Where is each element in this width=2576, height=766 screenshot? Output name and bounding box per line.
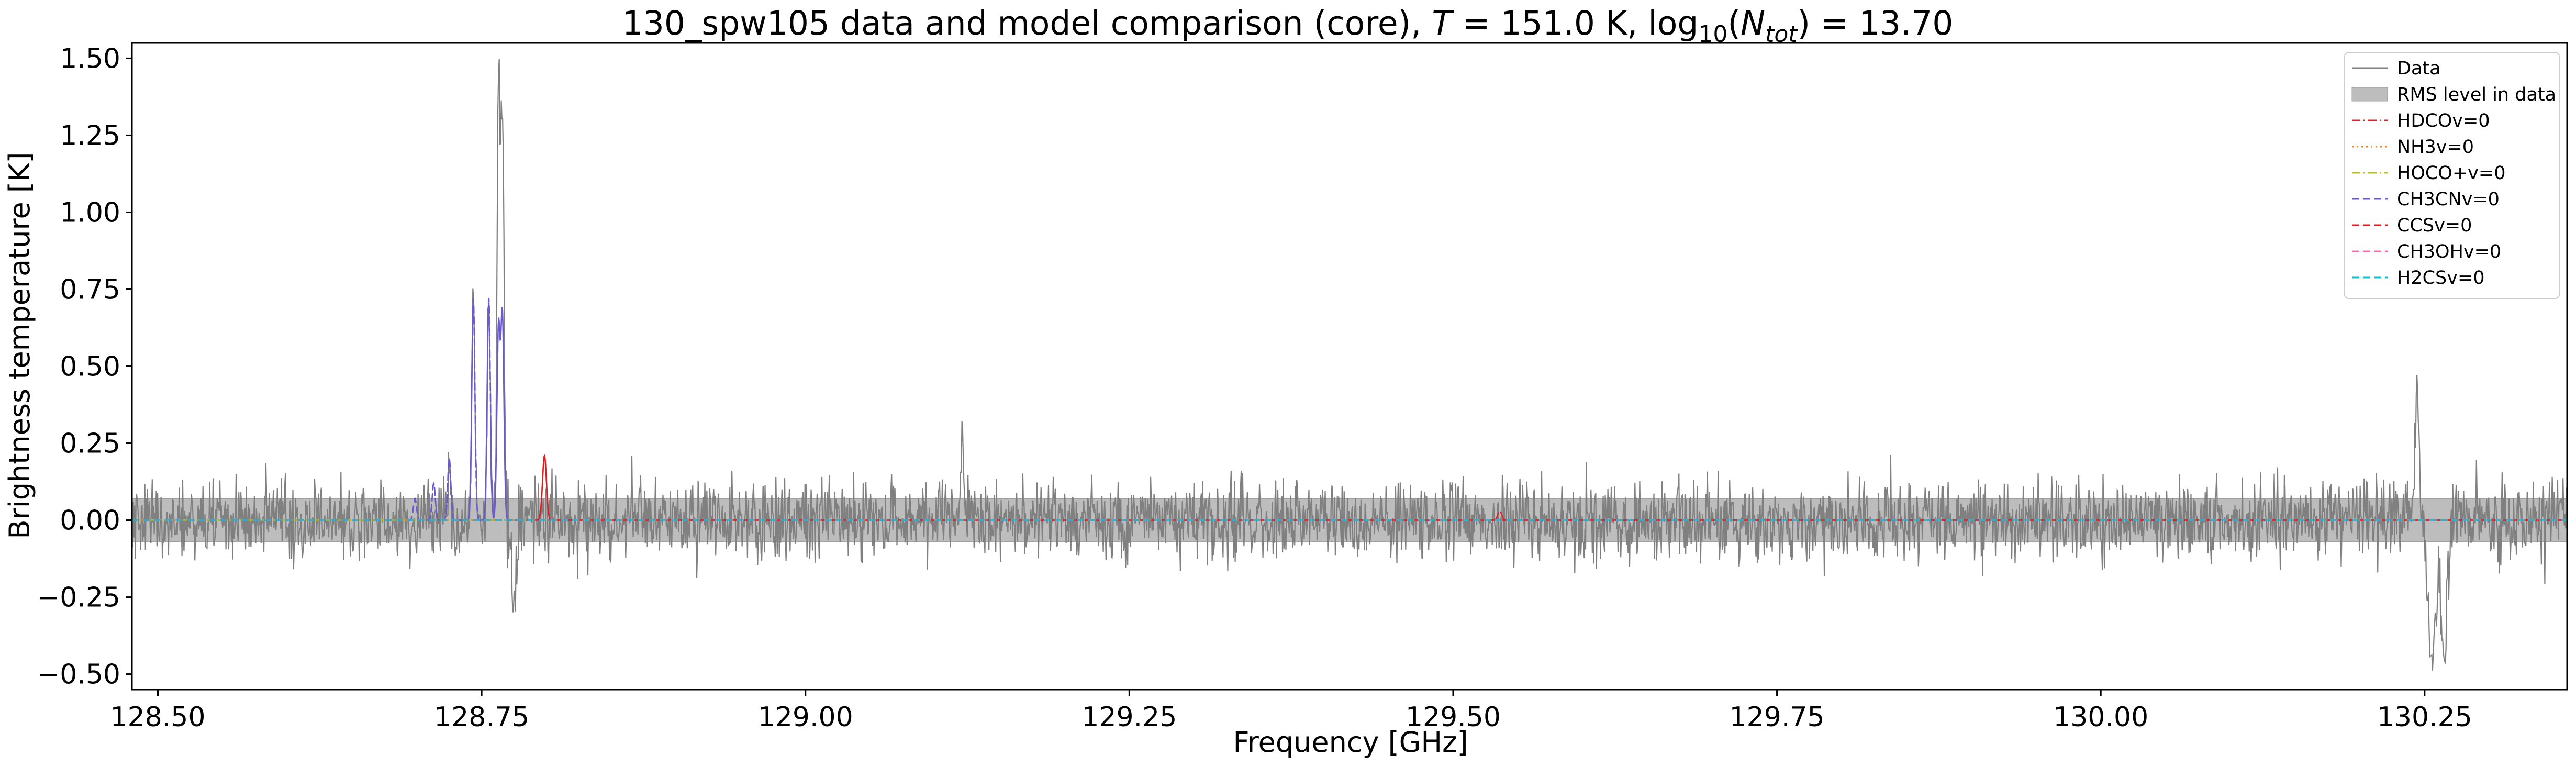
y-tick-label: −0.50 <box>37 659 120 691</box>
y-tick-label: −0.25 <box>37 582 120 614</box>
x-axis: 128.50 128.75 129.00 129.25 129.50 129.75 130.… <box>110 690 2472 733</box>
y-axis-label: Brightness temperature [K] <box>3 152 36 539</box>
title-t-value: = 151.0 K, log <box>1452 4 1699 42</box>
title-n-var: N <box>1741 4 1765 42</box>
y-tick-label: 0.25 <box>60 428 120 460</box>
x-tick-label: 129.00 <box>758 702 853 733</box>
legend-label-rms-level-in-data: RMS level in data <box>2397 84 2556 105</box>
legend-swatch-rms <box>2351 87 2388 102</box>
plot-area <box>132 58 2567 671</box>
legend-label-hoco-v-0: HOCO+v=0 <box>2397 163 2506 184</box>
title-n-rest: ) = 13.70 <box>1798 4 1954 42</box>
legend-label-ch3cnv-0: CH3CNv=0 <box>2397 189 2500 210</box>
legend-label-nh3v-0: NH3v=0 <box>2397 137 2474 158</box>
x-axis-label: Frequency [GHz] <box>1233 726 1468 759</box>
y-axis: −0.50 −0.25 0.00 0.25 0.50 0.75 1.00 1.25 1.50 <box>37 43 132 691</box>
y-tick-label: 1.50 <box>60 43 120 74</box>
series-data-line <box>132 58 2567 671</box>
x-tick-label: 130.00 <box>2053 702 2148 733</box>
x-tick-label: 129.50 <box>1406 702 1501 733</box>
x-tick-label: 129.25 <box>1081 702 1177 733</box>
x-tick-label: 128.50 <box>110 702 206 733</box>
x-tick-label: 129.75 <box>1730 702 1825 733</box>
legend-label-h2csv-0: H2CSv=0 <box>2397 268 2485 288</box>
legend-label-data: Data <box>2397 58 2441 79</box>
legend-label-hdcov-0: HDCOv=0 <box>2397 110 2490 131</box>
legend-label-ccsv-0: CCSv=0 <box>2397 215 2472 236</box>
legend: Data RMS level in data HDCOv=0 NH3v=0 HOCO+v… <box>2344 52 2560 299</box>
title-n-open: ( <box>1727 4 1741 42</box>
title-t-var: T <box>1432 4 1454 42</box>
y-tick-label: 0.00 <box>60 505 120 537</box>
x-tick-label: 128.75 <box>434 702 529 733</box>
chart-title: 130_spw105 data and model comparison (co… <box>622 4 1954 48</box>
legend-box <box>2344 52 2560 299</box>
y-tick-label: 0.50 <box>60 351 120 383</box>
title-prefix: 130_spw105 data and model comparison (co… <box>622 4 1432 42</box>
plot-frame <box>131 42 2568 691</box>
legend-label-ch3ohv-0: CH3OHv=0 <box>2397 241 2501 262</box>
y-tick-label: 1.00 <box>60 197 120 228</box>
x-tick-label: 130.25 <box>2377 702 2472 733</box>
series-ch3cnv-0-line <box>132 298 2567 521</box>
y-tick-label: 1.25 <box>60 120 120 151</box>
y-tick-label: 0.75 <box>60 274 120 305</box>
